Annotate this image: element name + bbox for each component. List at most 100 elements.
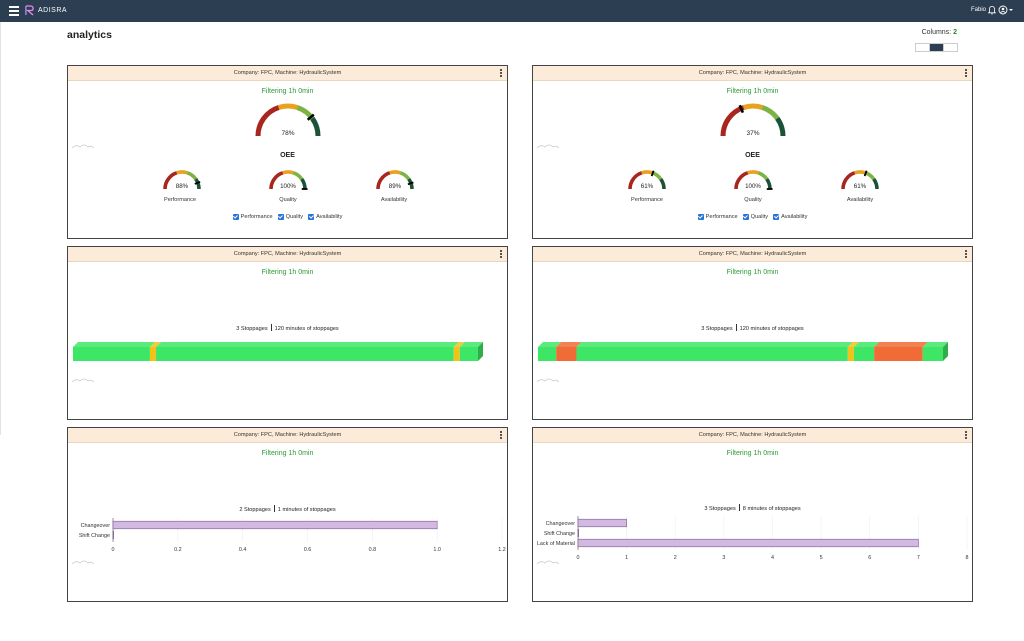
- gauge-label-quality: Quality: [744, 197, 762, 203]
- checkbox-availability[interactable]: Availability: [308, 214, 342, 220]
- filter-label: Filtering 1h 0min: [261, 88, 314, 95]
- mini-chart-icon: [537, 560, 559, 565]
- gauge-band: [389, 170, 401, 175]
- timeline-segment-running[interactable]: [156, 342, 459, 361]
- x-tick-label: 0.2: [174, 547, 182, 553]
- gauge-band: [255, 105, 280, 137]
- bar-changeover[interactable]: [112, 520, 438, 530]
- checkbox-quality[interactable]: Quality: [277, 214, 304, 220]
- chevron-down-icon: [1009, 9, 1013, 11]
- gauge-band: [765, 177, 772, 190]
- kebab-menu-icon[interactable]: [965, 69, 967, 78]
- filter-label: Filtering 1h 0min: [726, 88, 779, 95]
- gauge-needle: [738, 104, 745, 114]
- columns-option-1[interactable]: [916, 44, 930, 51]
- bell-icon[interactable]: [988, 5, 996, 15]
- bar-changeover[interactable]: [577, 518, 627, 528]
- gauge-band: [269, 171, 284, 190]
- x-tick-label: 5: [820, 555, 823, 561]
- stoppage-minutes: 1 minutes of stoppages: [277, 507, 336, 513]
- columns-option-3[interactable]: [944, 44, 957, 51]
- checkbox-quality[interactable]: Quality: [742, 214, 769, 220]
- user-name[interactable]: Fabio: [970, 7, 986, 13]
- x-tick-label: 4: [771, 555, 774, 561]
- x-tick-label: 8: [966, 555, 969, 561]
- gauge-needle: [306, 113, 315, 121]
- kebab-menu-icon[interactable]: [965, 250, 967, 259]
- timeline-segment-changeover[interactable]: [847, 342, 859, 361]
- gauge-label-availability: Availability: [846, 197, 874, 203]
- bar-shift-change[interactable]: [112, 530, 114, 540]
- gauge-availability: 89%: [376, 170, 414, 190]
- gauge-band: [310, 116, 321, 137]
- checkbox-label: Performance: [240, 214, 273, 220]
- gauge-quality: 100%: [269, 170, 308, 190]
- oee-label: OEE: [280, 152, 295, 159]
- checkbox-label: Availability: [316, 214, 343, 220]
- checkbox-checked-icon[interactable]: [232, 214, 239, 220]
- stoppage-minutes: 120 minutes of stoppages: [739, 326, 804, 332]
- timeline-segment-running[interactable]: [459, 342, 483, 361]
- mini-chart-icon: [72, 144, 94, 149]
- gauge-oee: 37%: [720, 103, 786, 137]
- kebab-menu-icon[interactable]: [500, 431, 502, 440]
- gauge-band: [282, 170, 294, 175]
- bar-shift-change[interactable]: [577, 528, 579, 538]
- oee-card-left: Company: FPC, Machine: HydraulicSystem F…: [67, 65, 508, 239]
- card-title: Company: FPC, Machine: HydraulicSystem: [233, 70, 342, 76]
- oee-gauge-svg: 37% 61% 100% 61%: [628, 103, 879, 190]
- x-tick-label: 2: [674, 555, 677, 561]
- kebab-menu-icon[interactable]: [500, 69, 502, 78]
- columns-label: Columns:: [921, 29, 952, 36]
- account-icon[interactable]: [998, 5, 1014, 15]
- menu-icon[interactable]: [9, 6, 19, 16]
- gauge-needle: [863, 170, 868, 177]
- timeline-segment-running[interactable]: [576, 342, 853, 361]
- checkbox-label: Quality: [285, 214, 304, 220]
- gauge-value-text: 88%: [176, 183, 189, 190]
- card-header: Company: FPC, Machine: HydraulicSystem: [68, 66, 507, 81]
- checkbox-checked-icon[interactable]: [742, 214, 749, 220]
- timeline-segment-stopped[interactable]: [874, 342, 928, 361]
- columns-toggle[interactable]: [915, 43, 958, 52]
- timeline-end-face: [478, 342, 483, 361]
- stoppage-chart-card-left: Company: FPC, Machine: HydraulicSystem F…: [67, 427, 508, 602]
- x-tick-label: 7: [917, 555, 920, 561]
- gauge-band: [872, 177, 879, 190]
- timeline-segment-running[interactable]: [73, 342, 155, 361]
- checkbox-checked-icon[interactable]: [697, 214, 704, 220]
- timeline-segment-changeover[interactable]: [453, 342, 465, 361]
- gauge-value-text: 78%: [281, 130, 294, 137]
- checkbox-checked-icon[interactable]: [773, 214, 780, 220]
- timeline-segment-changeover[interactable]: [149, 342, 162, 361]
- kebab-menu-icon[interactable]: [500, 250, 502, 259]
- mini-chart-icon: [72, 560, 94, 565]
- timeline-segment-stopped[interactable]: [556, 342, 582, 361]
- checkbox-label: Quality: [750, 214, 769, 220]
- timeline-segment-running[interactable]: [853, 342, 880, 361]
- gauge-band: [854, 170, 866, 175]
- x-tick-label: 0.6: [304, 547, 312, 553]
- gauge-band: [734, 171, 749, 190]
- filter-label: Filtering 1h 0min: [261, 450, 314, 457]
- checkbox-availability[interactable]: Availability: [773, 214, 807, 220]
- checkbox-checked-icon[interactable]: [308, 214, 315, 220]
- sidebar-edge: [0, 22, 1, 435]
- columns-option-2[interactable]: [930, 44, 944, 51]
- gauge-needle: [407, 181, 414, 186]
- gauge-band: [864, 171, 876, 181]
- oee-label: OEE: [745, 152, 760, 159]
- gauge-performance: 88%: [163, 170, 201, 190]
- gauge-band: [761, 105, 780, 120]
- gauge-band: [194, 177, 201, 190]
- checkbox-checked-icon[interactable]: [277, 214, 284, 220]
- kebab-menu-icon[interactable]: [965, 431, 967, 440]
- timeline-segment-running[interactable]: [922, 342, 948, 361]
- timeline-segment-running[interactable]: [538, 342, 562, 361]
- checkbox-performance[interactable]: Performance: [232, 214, 273, 220]
- brand[interactable]: ADISRA: [25, 5, 67, 16]
- checkbox-performance[interactable]: Performance: [697, 214, 738, 220]
- timeline-bar: [73, 342, 483, 361]
- bar-lack-of-material[interactable]: [577, 538, 919, 548]
- columns-selector-label: Columns: 2: [922, 29, 957, 36]
